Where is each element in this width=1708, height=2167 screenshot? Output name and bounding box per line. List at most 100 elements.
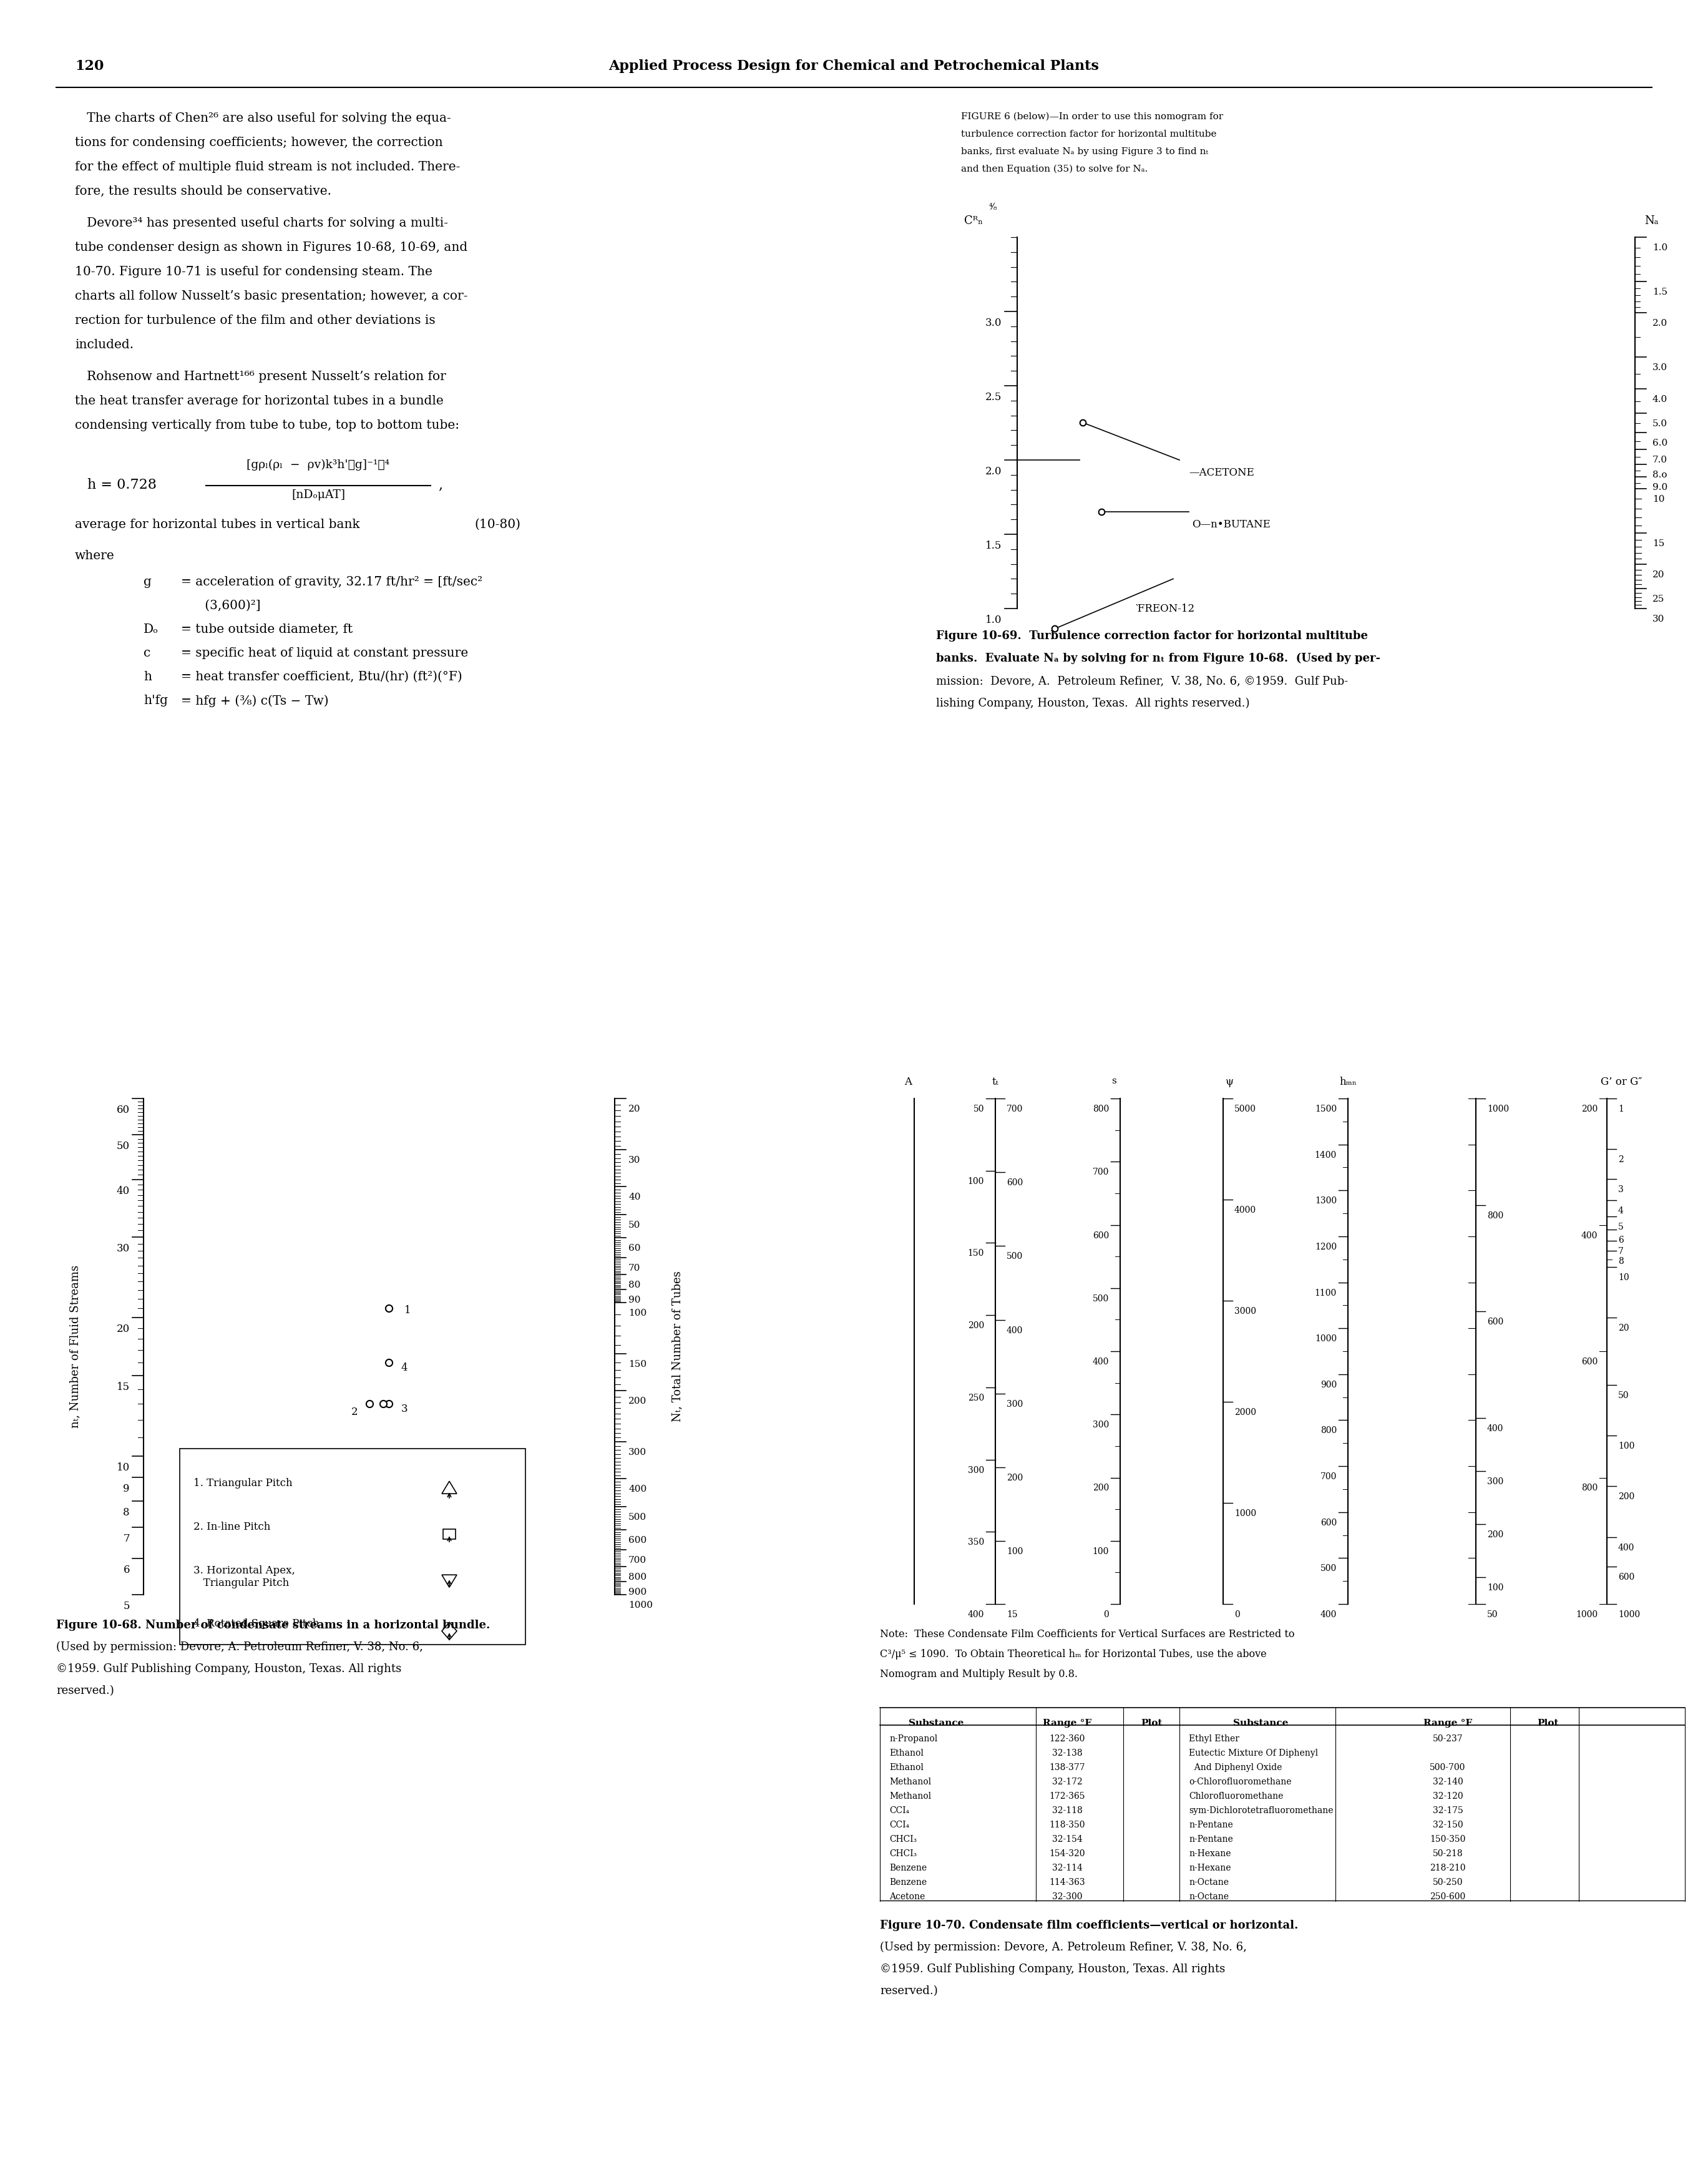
Text: 700: 700 [1006,1105,1023,1114]
Text: 15: 15 [1006,1610,1018,1619]
Text: n-Pentane: n-Pentane [1189,1820,1233,1829]
Text: 10: 10 [116,1463,130,1474]
Text: average for horizontal tubes in vertical bank: average for horizontal tubes in vertical… [75,518,360,531]
Text: 1: 1 [405,1305,410,1315]
Text: Methanol: Methanol [890,1777,931,1786]
Text: 200: 200 [1093,1484,1108,1493]
Text: 600: 600 [1582,1357,1597,1365]
Text: Ethyl Ether: Ethyl Ether [1189,1734,1240,1742]
Text: 32-172: 32-172 [1052,1777,1083,1786]
Text: 400: 400 [1320,1610,1337,1619]
Text: and then Equation (35) to solve for Nₐ.: and then Equation (35) to solve for Nₐ. [962,165,1148,173]
Text: 100: 100 [1488,1584,1503,1593]
Text: O—n•BUTANE: O—n•BUTANE [1192,520,1271,531]
Text: turbulence correction factor for horizontal multitube: turbulence correction factor for horizon… [962,130,1216,139]
Text: 8: 8 [1617,1257,1624,1266]
Text: FIGURE 6 (below)—In order to use this nomogram for: FIGURE 6 (below)—In order to use this no… [962,113,1223,121]
Text: ψ: ψ [1225,1077,1233,1088]
Text: 120: 120 [75,59,104,74]
Text: Rohsenow and Hartnett¹⁶⁶ present Nusselt’s relation for: Rohsenow and Hartnett¹⁶⁶ present Nusselt… [75,371,446,384]
Text: 20: 20 [1617,1324,1629,1333]
Text: tions for condensing coefficients; however, the correction: tions for condensing coefficients; howev… [75,137,442,150]
Text: 300: 300 [629,1448,647,1456]
Text: 900: 900 [1320,1380,1337,1389]
Text: 50: 50 [116,1142,130,1151]
Text: 300: 300 [1093,1422,1108,1430]
Text: 400: 400 [629,1484,647,1493]
Text: h: h [143,672,152,683]
Text: (3,600)²]: (3,600)²] [181,600,261,611]
Text: 1000: 1000 [629,1601,652,1610]
Text: 1.5: 1.5 [1652,288,1667,297]
Text: banks, first evaluate Nₐ by using Figure 3 to find nₜ: banks, first evaluate Nₐ by using Figure… [962,147,1208,156]
Text: 7: 7 [123,1534,130,1545]
Text: 2.0: 2.0 [1652,319,1667,327]
Text: 2. In-line Pitch: 2. In-line Pitch [193,1521,270,1532]
Text: n-Hexane: n-Hexane [1189,1848,1231,1857]
Text: 150: 150 [629,1361,647,1370]
Text: 600: 600 [1093,1231,1108,1240]
Text: Nomogram and Multiply Result by 0.8.: Nomogram and Multiply Result by 0.8. [880,1669,1078,1679]
Text: 5: 5 [1617,1222,1624,1231]
Text: 500: 500 [1093,1294,1108,1302]
Text: 30: 30 [1652,615,1665,624]
Text: ,: , [437,479,442,492]
Text: reserved.): reserved.) [56,1686,114,1697]
Text: Ethanol: Ethanol [890,1749,924,1757]
Text: Range °F: Range °F [1423,1718,1472,1727]
Text: The charts of Chen²⁶ are also useful for solving the equa-: The charts of Chen²⁶ are also useful for… [75,113,451,124]
Text: 500-700: 500-700 [1430,1764,1465,1773]
Text: 9.0: 9.0 [1652,483,1667,492]
Text: 4: 4 [1617,1207,1624,1216]
Text: 50: 50 [974,1105,984,1114]
Text: 3.0: 3.0 [986,319,1001,327]
Text: [gρₗ(ρₗ  −  ρv)k³h'₟g]⁻¹ᐟ⁴: [gρₗ(ρₗ − ρv)k³h'₟g]⁻¹ᐟ⁴ [246,459,389,470]
Text: included.: included. [75,338,133,351]
Text: 50: 50 [1488,1610,1498,1619]
Text: 3000: 3000 [1235,1307,1255,1315]
Text: 9: 9 [123,1484,130,1495]
Text: 2: 2 [350,1406,357,1417]
Text: Dₒ: Dₒ [143,624,159,635]
Text: 200: 200 [1006,1474,1023,1482]
Text: 1500: 1500 [1315,1105,1337,1114]
Text: lishing Company, Houston, Texas.  All rights reserved.): lishing Company, Houston, Texas. All rig… [936,698,1250,709]
Text: 8: 8 [123,1506,130,1517]
Text: 800: 800 [1488,1211,1503,1220]
Text: 4: 4 [401,1363,408,1374]
Text: Substance: Substance [909,1718,963,1727]
Text: 100: 100 [968,1177,984,1185]
Text: 400: 400 [1006,1326,1023,1335]
Text: G’ or G″: G’ or G″ [1600,1077,1641,1088]
Text: CCI₄: CCI₄ [890,1820,909,1829]
Text: 118-350: 118-350 [1049,1820,1085,1829]
Text: CHCI₃: CHCI₃ [890,1848,917,1857]
Text: Eutectic Mixture Of Diphenyl: Eutectic Mixture Of Diphenyl [1189,1749,1319,1757]
Text: (Used by permission: Devore, A. Petroleum Refiner, V. 38, No. 6,: (Used by permission: Devore, A. Petroleu… [56,1640,424,1653]
Bar [442,1530,456,1539]
Text: = hfg + (³⁄₈) c(Ts − Tw): = hfg + (³⁄₈) c(Ts − Tw) [181,696,328,706]
Text: 4000: 4000 [1235,1205,1257,1214]
Text: 600: 600 [1488,1318,1503,1326]
Text: nₜ, Number of Fluid Streams: nₜ, Number of Fluid Streams [70,1266,80,1428]
Text: 15: 15 [116,1383,130,1391]
Text: C³/μ⁵ ≤ 1090.  To Obtain Theoretical hₘ for Horizontal Tubes, use the above: C³/μ⁵ ≤ 1090. To Obtain Theoretical hₘ f… [880,1649,1267,1660]
Text: 800: 800 [1582,1484,1597,1493]
Text: charts all follow Nusselt’s basic presentation; however, a cor-: charts all follow Nusselt’s basic presen… [75,290,468,301]
Text: hₘₙ: hₘₙ [1339,1077,1356,1088]
Text: 1.0: 1.0 [986,615,1001,626]
Text: ©1959. Gulf Publishing Company, Houston, Texas. All rights: ©1959. Gulf Publishing Company, Houston,… [56,1664,401,1675]
Text: the heat transfer average for horizontal tubes in a bundle: the heat transfer average for horizontal… [75,394,444,407]
Text: 100: 100 [1093,1547,1108,1556]
Text: 400: 400 [1093,1357,1108,1365]
Text: 150: 150 [968,1248,984,1257]
Text: 700: 700 [1320,1471,1337,1480]
Text: tₜ: tₜ [992,1077,999,1088]
Text: 32-120: 32-120 [1433,1792,1464,1801]
Text: h = 0.728: h = 0.728 [87,479,157,492]
Text: mission:  Devore, A.  Petroleum Refiner,  V. 38, No. 6, ©1959.  Gulf Pub-: mission: Devore, A. Petroleum Refiner, V… [936,676,1348,687]
Text: for the effect of multiple fluid stream is not included. There-: for the effect of multiple fluid stream … [75,160,459,173]
Text: n-Octane: n-Octane [1189,1892,1228,1900]
Text: 32-175: 32-175 [1433,1807,1464,1816]
Text: 40: 40 [116,1185,130,1196]
